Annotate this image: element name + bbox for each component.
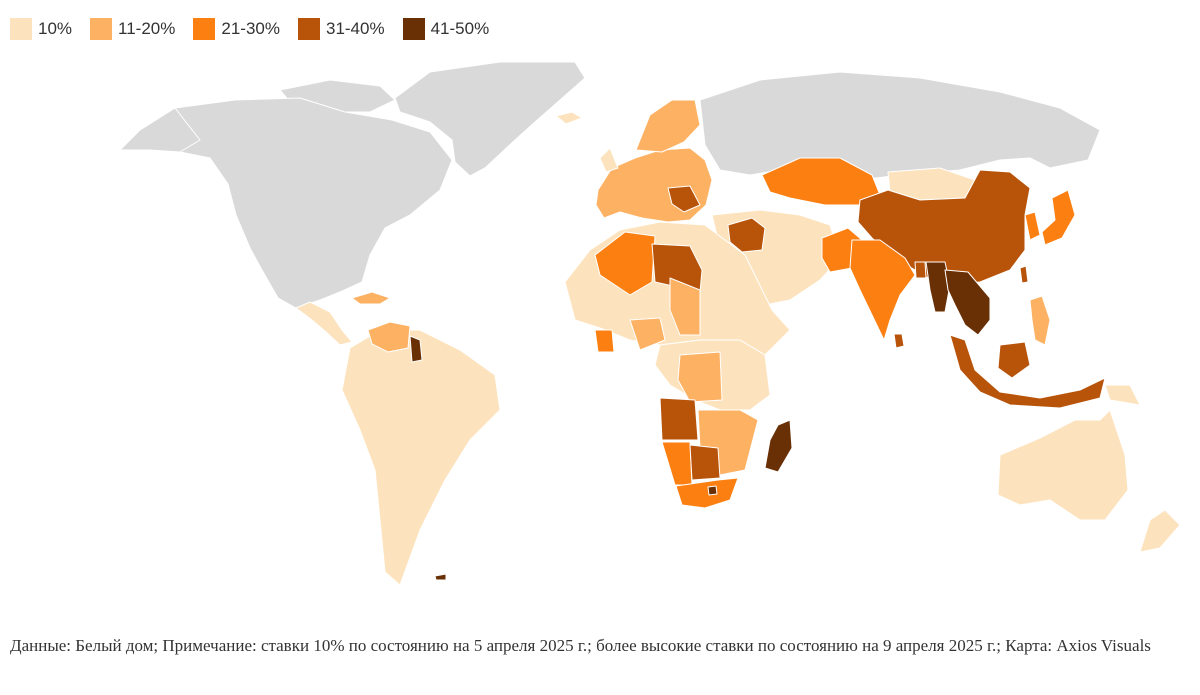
region-angola (659, 397, 699, 441)
region-myanmar (925, 261, 951, 313)
region-indonesia (949, 334, 1106, 409)
region-japan (1041, 189, 1076, 246)
region-new-zealand (1139, 509, 1181, 553)
region-bangladesh (914, 261, 927, 279)
legend-item-10: 10% (10, 18, 72, 40)
region-algeria (594, 231, 656, 296)
region-falklands (434, 573, 447, 581)
legend-item-31-40: 31-40% (297, 18, 385, 40)
region-balkans (667, 185, 701, 213)
source-note: Данные: Белый дом; Примечание: ставки 10… (10, 636, 1151, 655)
region-madagascar (764, 419, 793, 473)
region-uk (599, 147, 619, 173)
region-alaska (119, 107, 201, 153)
region-png (1104, 384, 1141, 406)
legend-label-31-40: 31-40% (325, 19, 385, 38)
legend-item-41-50: 41-50% (402, 18, 490, 40)
legend-swatch-10 (10, 18, 32, 40)
region-scandinavia (635, 99, 701, 153)
region-south-america (341, 329, 501, 586)
region-guyana (409, 335, 423, 363)
region-sri-lanka (893, 333, 905, 349)
region-iceland (555, 111, 583, 125)
region-central-america (295, 301, 353, 346)
legend-label-21-30: 21-30% (221, 19, 280, 38)
region-borneo (997, 341, 1031, 379)
region-ivory-coast (594, 329, 615, 353)
legend: 10% 11-20% 21-30% 31-40% 41-50% (10, 18, 489, 40)
world-map (119, 61, 1181, 586)
legend-swatch-21-30 (193, 18, 216, 40)
region-namibia (661, 441, 693, 486)
legend-item-21-30: 21-30% (193, 18, 280, 40)
region-north-america (139, 97, 453, 309)
legend-label-41-50: 41-50% (430, 19, 490, 38)
region-india (849, 239, 916, 341)
region-korea (1024, 211, 1041, 241)
legend-item-11-20: 11-20% (90, 18, 175, 40)
region-libya (651, 243, 703, 293)
region-russia (699, 71, 1101, 181)
legend-swatch-41-50 (402, 18, 425, 40)
region-taiwan (1019, 265, 1029, 284)
region-botswana (689, 444, 721, 481)
region-indochina (944, 269, 991, 336)
region-drc (677, 351, 723, 403)
region-lesotho (707, 485, 718, 496)
region-south-africa (675, 477, 739, 509)
legend-label-11-20: 11-20% (118, 19, 176, 38)
region-nigeria (629, 317, 666, 351)
region-caribbean (351, 291, 391, 305)
region-philippines (1029, 295, 1051, 346)
legend-swatch-11-20 (90, 18, 113, 40)
legend-label-10: 10% (38, 19, 73, 38)
legend-swatch-31-40 (297, 18, 320, 40)
region-greenland (394, 61, 586, 177)
region-syria-iraq (727, 217, 766, 253)
region-venezuela (367, 321, 411, 353)
region-australia (997, 409, 1129, 521)
region-chad (669, 277, 701, 336)
